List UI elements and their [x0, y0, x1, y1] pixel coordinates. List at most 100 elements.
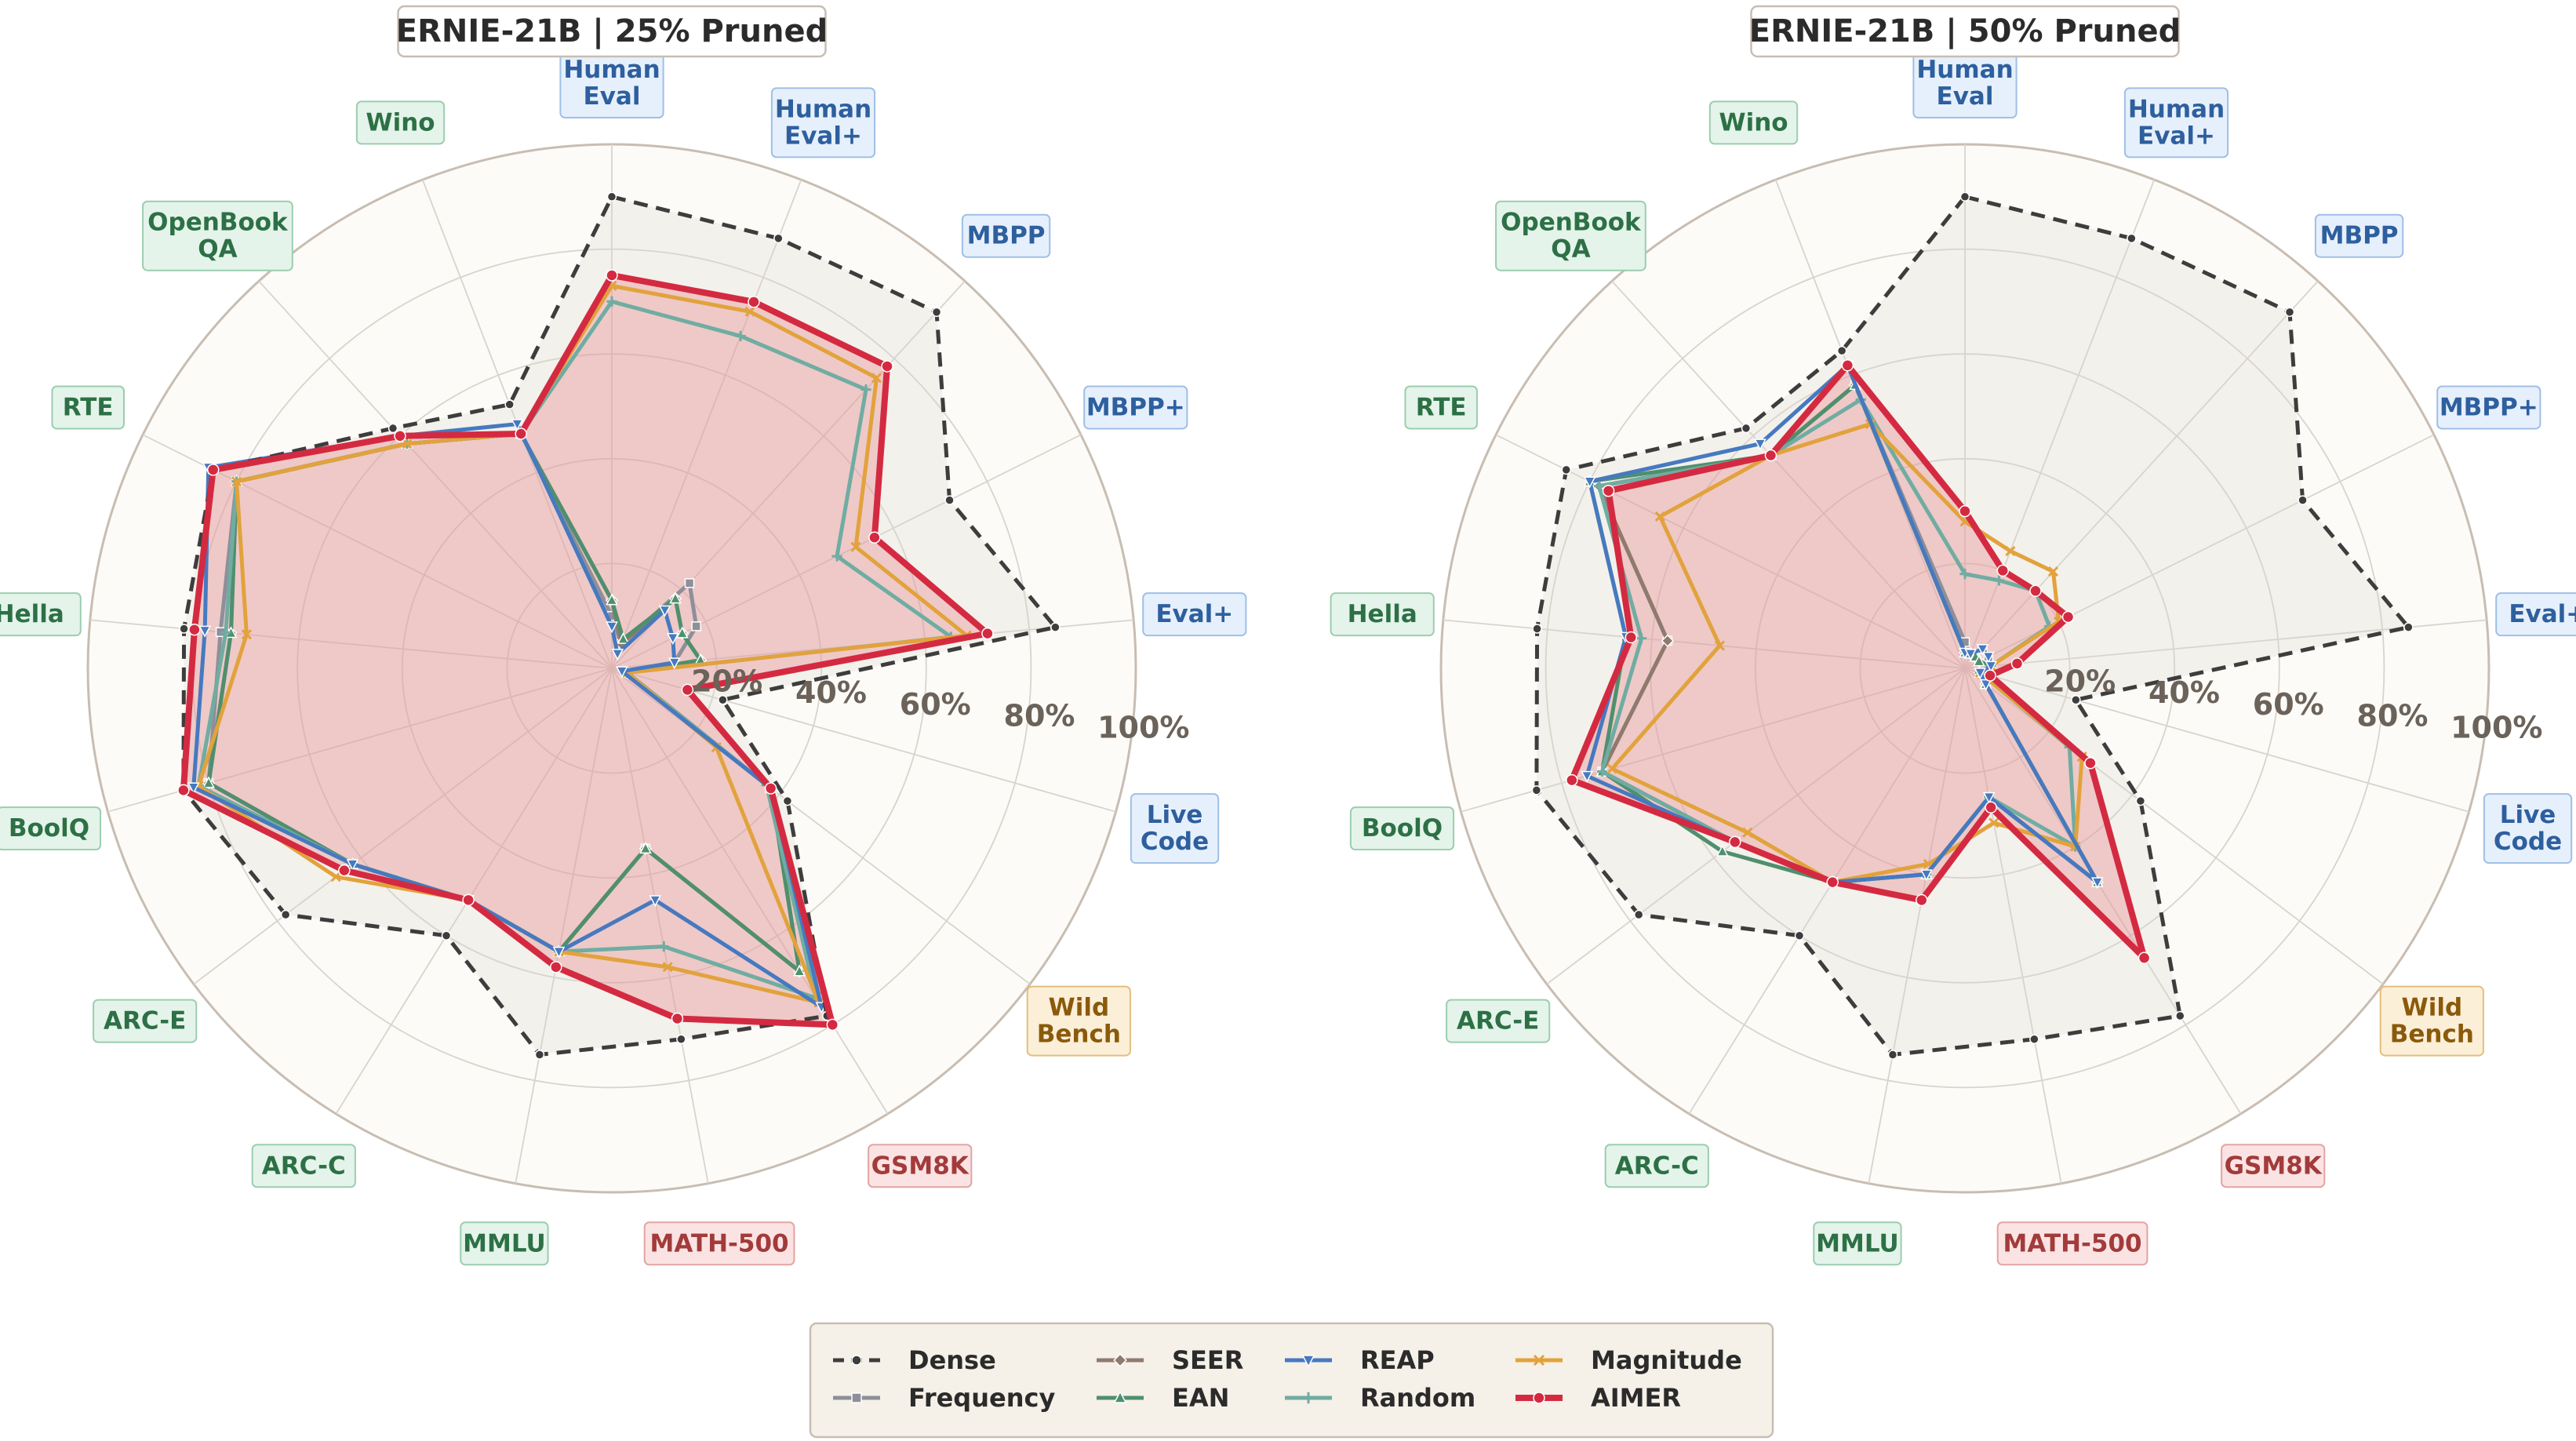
- point-dense-boolq: [1531, 785, 1542, 795]
- chart-title: ERNIE-21B | 50% Pruned: [1749, 5, 2181, 58]
- axis-label-box: [643, 1221, 795, 1266]
- legend-marker: [1113, 1353, 1127, 1367]
- point-aimer-human-eval: [606, 269, 618, 282]
- chart-title-text: ERNIE-21B | 25% Pruned: [396, 13, 828, 50]
- axis-label-text: ARC-E: [104, 1007, 186, 1035]
- point-dense-live-code: [718, 694, 728, 705]
- axis-label-text: GSM8K: [2225, 1152, 2323, 1180]
- point-aimer-mbpp: [881, 360, 893, 373]
- chart-title: ERNIE-21B | 25% Pruned: [396, 5, 828, 58]
- point-dense-hella: [1532, 624, 1542, 634]
- axis-label-box: [2379, 985, 2484, 1057]
- axis-label-box: [2483, 793, 2573, 864]
- point-aimer-math-500: [1985, 801, 1997, 814]
- point-aimer-arc-c: [1826, 875, 1839, 889]
- point-frequency-mbpp: [691, 621, 701, 631]
- point-random-hella: [1636, 633, 1647, 644]
- legend-label: Magnitude: [1591, 1345, 1742, 1375]
- radial-tick-40: 40%: [795, 675, 867, 710]
- series-aimer: [1566, 359, 2151, 964]
- legend-item-seer: SEER: [1097, 1345, 1243, 1375]
- axis-label-box: [1495, 200, 1646, 271]
- point-dense-arc-e: [280, 909, 291, 920]
- point-reap-mmlu: [552, 946, 566, 959]
- point-reap-mbpp: [1976, 644, 1989, 657]
- point-dense-wild-bench: [782, 795, 793, 806]
- point-reap-mbpp: [1982, 651, 1995, 664]
- point-aimer-wild-bench: [764, 782, 777, 795]
- point-magnitude-arc-e: [330, 872, 341, 882]
- axis-label-box: [1996, 1221, 2148, 1266]
- legend-marker: [1301, 1355, 1315, 1368]
- point-reap-mbpp: [658, 605, 671, 617]
- grid-spoke: [1688, 668, 1966, 1115]
- legend-marker: [851, 1392, 862, 1403]
- point-magnitude-human-eval: [2005, 545, 2016, 557]
- point-aimer-arc-c: [462, 893, 475, 907]
- grid-spoke: [1964, 668, 2384, 985]
- point-random-human-eval: [1993, 575, 2005, 586]
- point-dense-openbook-qa: [1741, 423, 1752, 434]
- grid-spoke: [1964, 668, 2062, 1184]
- aimer-area: [1571, 365, 2145, 959]
- point-aimer-mbpp: [2061, 610, 2075, 624]
- point-ean-mbpp: [669, 591, 682, 604]
- axis-label-rte: RTE: [1404, 385, 1478, 430]
- point-dense-eval: [1050, 622, 1061, 632]
- axis-label-text: RTE: [63, 393, 114, 421]
- point-aimer-human-eval: [1959, 504, 1971, 518]
- axis-label-box: [460, 1221, 549, 1266]
- point-dense-math-500: [2029, 1034, 2039, 1045]
- point-random-rte: [1593, 481, 1605, 492]
- axis-label-text: MMLU: [463, 1229, 546, 1257]
- point-dense-gsm8k: [2175, 1010, 2185, 1021]
- axis-label-box: [770, 87, 876, 158]
- point-dense-arc-c: [441, 930, 452, 941]
- axis-label-box: [1083, 385, 1188, 430]
- point-dense-human-eval: [2127, 233, 2137, 244]
- point-aimer-eval: [2010, 657, 2024, 670]
- point-magnitude-mbpp: [871, 373, 882, 384]
- axis-label-text: QA: [1551, 235, 1590, 264]
- point-ean-gsm8k: [793, 964, 806, 977]
- point-aimer-math-500: [671, 1012, 684, 1025]
- point-aimer-wino: [515, 428, 527, 440]
- axis-label-mbpp: MBPP: [961, 213, 1051, 258]
- point-aimer-mmlu: [550, 961, 562, 973]
- axis-label-box: [1142, 592, 1247, 637]
- point-random-hella: [220, 627, 231, 638]
- point-magnitude-rte: [231, 476, 242, 487]
- point-magnitude-mbpp: [2047, 566, 2059, 577]
- axis-label-mbpp: MBPP: [2314, 213, 2404, 258]
- legend-item-reap: REAP: [1285, 1345, 1435, 1375]
- axis-label-box: [2436, 385, 2541, 430]
- point-aimer-live-code: [1984, 669, 1996, 682]
- axis-label-text: ARC-C: [262, 1152, 346, 1180]
- point-dense-rte: [1561, 464, 1571, 475]
- point-aimer-hella: [1625, 631, 1638, 644]
- point-random-math-500: [658, 941, 669, 952]
- point-dense-live-code: [2071, 694, 2081, 705]
- axis-label-eval: Eval+: [1142, 592, 1247, 637]
- radial-tick-80: 80%: [1004, 699, 1075, 733]
- radial-tick-40: 40%: [2148, 675, 2220, 710]
- grid-spoke: [1546, 668, 1966, 985]
- point-dense-wino: [504, 399, 515, 409]
- point-reap-eval: [1985, 660, 1998, 673]
- grid-spoke: [1461, 668, 1966, 813]
- axis-label-arc-c: ARC-C: [251, 1144, 356, 1188]
- legend-item-magnitude: Magnitude: [1515, 1345, 1742, 1375]
- series-line-magnitude: [196, 283, 969, 1005]
- chart-title-text: ERNIE-21B | 50% Pruned: [1749, 13, 2181, 50]
- point-reap-boolq: [1581, 770, 1593, 783]
- grid-spoke: [611, 668, 1031, 985]
- axis-label-box: [961, 213, 1051, 258]
- grid-spoke: [611, 668, 709, 1184]
- axis-label-text: ARC-C: [1615, 1152, 1699, 1180]
- series-line-dense: [181, 195, 1057, 1057]
- legend-item-ean: EAN: [1097, 1383, 1229, 1413]
- point-dense-mmlu: [1887, 1050, 1898, 1060]
